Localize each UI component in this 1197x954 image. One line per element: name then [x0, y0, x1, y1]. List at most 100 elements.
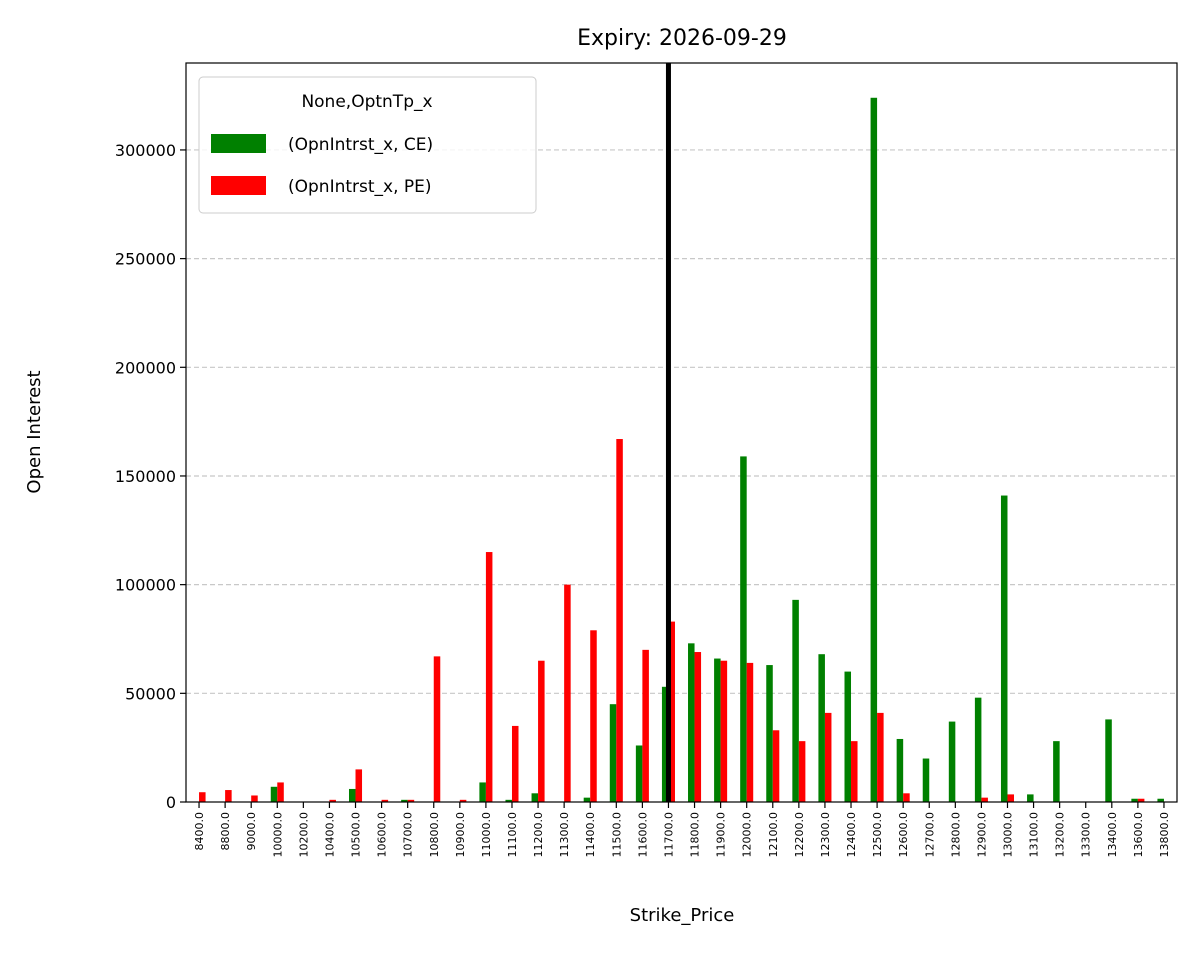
bar-pe [851, 741, 858, 802]
bar-ce [818, 654, 825, 802]
bar-pe [329, 799, 336, 802]
x-tick-label: 13000.0 [1001, 812, 1014, 858]
legend-label-ce: (OpnIntrst_x, CE) [288, 135, 433, 155]
plot-frame [185, 62, 1178, 803]
x-tick-label: 11400.0 [584, 812, 597, 858]
bar-pe [798, 741, 806, 802]
bar-pe [277, 782, 284, 802]
bar-pe [433, 656, 441, 802]
bar-pe [720, 660, 728, 802]
bar-ce [870, 97, 878, 802]
bar-pe [590, 630, 597, 802]
bar-pe [381, 799, 389, 802]
bar-pe [772, 730, 780, 802]
legend: None,OptnTp_x (OpnIntrst_x, CE) (OpnIntr… [198, 76, 537, 214]
bar-ce [1157, 798, 1164, 802]
bar-pe [1137, 798, 1145, 802]
y-tick-label: 100000 [115, 576, 176, 595]
y-tick-label: 0 [166, 793, 176, 812]
x-axis-label: Strike_Price [630, 905, 735, 926]
x-tick-label: 10800.0 [428, 812, 441, 858]
bar-pe [694, 652, 702, 802]
bar-ce [635, 745, 643, 802]
x-tick-label: 8400.0 [193, 812, 206, 851]
bar-ce [401, 799, 408, 802]
bar-ce [1053, 741, 1060, 802]
axes-layer: 0 50000 100000 150000 200000 250000 300000 8400… [115, 62, 1178, 858]
legend-swatch-ce [211, 134, 266, 153]
bar-ce [1000, 495, 1008, 802]
bar-ce [661, 686, 669, 802]
y-tick-label: 200000 [115, 358, 176, 377]
bar-pe [459, 799, 467, 802]
legend-swatch-pe [211, 176, 266, 195]
bar-ce [531, 793, 539, 802]
bar-ce [1131, 798, 1138, 802]
x-tick-label: 10400.0 [323, 812, 336, 858]
x-tick-label: 12000.0 [741, 812, 754, 858]
bar-ce [714, 658, 721, 802]
x-tick-label: 12900.0 [975, 812, 988, 858]
x-tick-label: 13800.0 [1158, 812, 1171, 858]
bar-pe [903, 793, 910, 802]
x-tick-label: 12500.0 [871, 812, 884, 858]
bar-ce [766, 665, 773, 802]
x-tick-label: 12200.0 [793, 812, 806, 858]
x-tick-label: 11500.0 [610, 812, 623, 858]
legend-label-pe: (OpnIntrst_x, PE) [288, 177, 432, 197]
bar-ce [505, 799, 512, 802]
x-tick-label: 12600.0 [897, 812, 910, 858]
x-tick-label: 10900.0 [454, 812, 467, 858]
bar-ce [688, 643, 695, 802]
x-tick-label: 13300.0 [1080, 812, 1093, 858]
bar-ce [609, 704, 617, 802]
bar-ce [948, 721, 956, 802]
y-axis-label: Open Interest [24, 370, 45, 493]
bar-pe [616, 439, 623, 802]
x-tick-label: 13600.0 [1132, 812, 1145, 858]
bar-pe [1007, 794, 1015, 802]
x-tick-label: 11600.0 [636, 812, 649, 858]
bar-pe [668, 621, 675, 802]
x-tick-label: 13400.0 [1106, 812, 1119, 858]
x-tick-label: 10000.0 [271, 812, 284, 858]
x-tick-label: 8800.0 [219, 812, 232, 851]
y-tick-label: 250000 [115, 250, 176, 269]
chart-title: Expiry: 2026-09-29 [577, 26, 787, 51]
bar-ce [740, 456, 747, 802]
bar-pe [564, 584, 571, 802]
x-tick-label: 12100.0 [767, 812, 780, 858]
legend-box [198, 76, 537, 214]
bar-ce [896, 738, 904, 802]
bar-pe [199, 792, 206, 802]
x-tick-label: 12800.0 [949, 812, 962, 858]
bar-pe [642, 649, 649, 802]
x-tick-label: 13200.0 [1054, 812, 1067, 858]
x-tick-label: 12700.0 [923, 812, 936, 858]
bar-ce [1027, 794, 1034, 802]
y-tick-label: 300000 [115, 141, 176, 160]
x-tick-label: 10700.0 [402, 812, 415, 858]
x-tick-label: 12400.0 [845, 812, 858, 858]
bar-ce [844, 671, 852, 802]
bar-ce [479, 782, 486, 802]
bar-pe [355, 769, 363, 802]
x-tick-label: 11100.0 [506, 812, 519, 858]
x-tick-label: 10500.0 [350, 812, 363, 858]
x-tick-label: 11000.0 [480, 812, 493, 858]
legend-title: None,OptnTp_x [301, 92, 432, 112]
bar-pe [407, 799, 415, 802]
x-tick-label: 9000.0 [245, 812, 258, 851]
x-tick-label: 11300.0 [558, 812, 571, 858]
bar-ce [583, 797, 591, 802]
bars-layer [199, 97, 1164, 802]
y-tick-label: 50000 [125, 684, 176, 703]
bar-pe [538, 660, 545, 802]
bar-pe [485, 552, 493, 802]
x-tick-label: 12300.0 [819, 812, 832, 858]
x-tick-label: 11700.0 [662, 812, 675, 858]
bar-ce [792, 599, 799, 802]
bar-pe [251, 795, 258, 802]
